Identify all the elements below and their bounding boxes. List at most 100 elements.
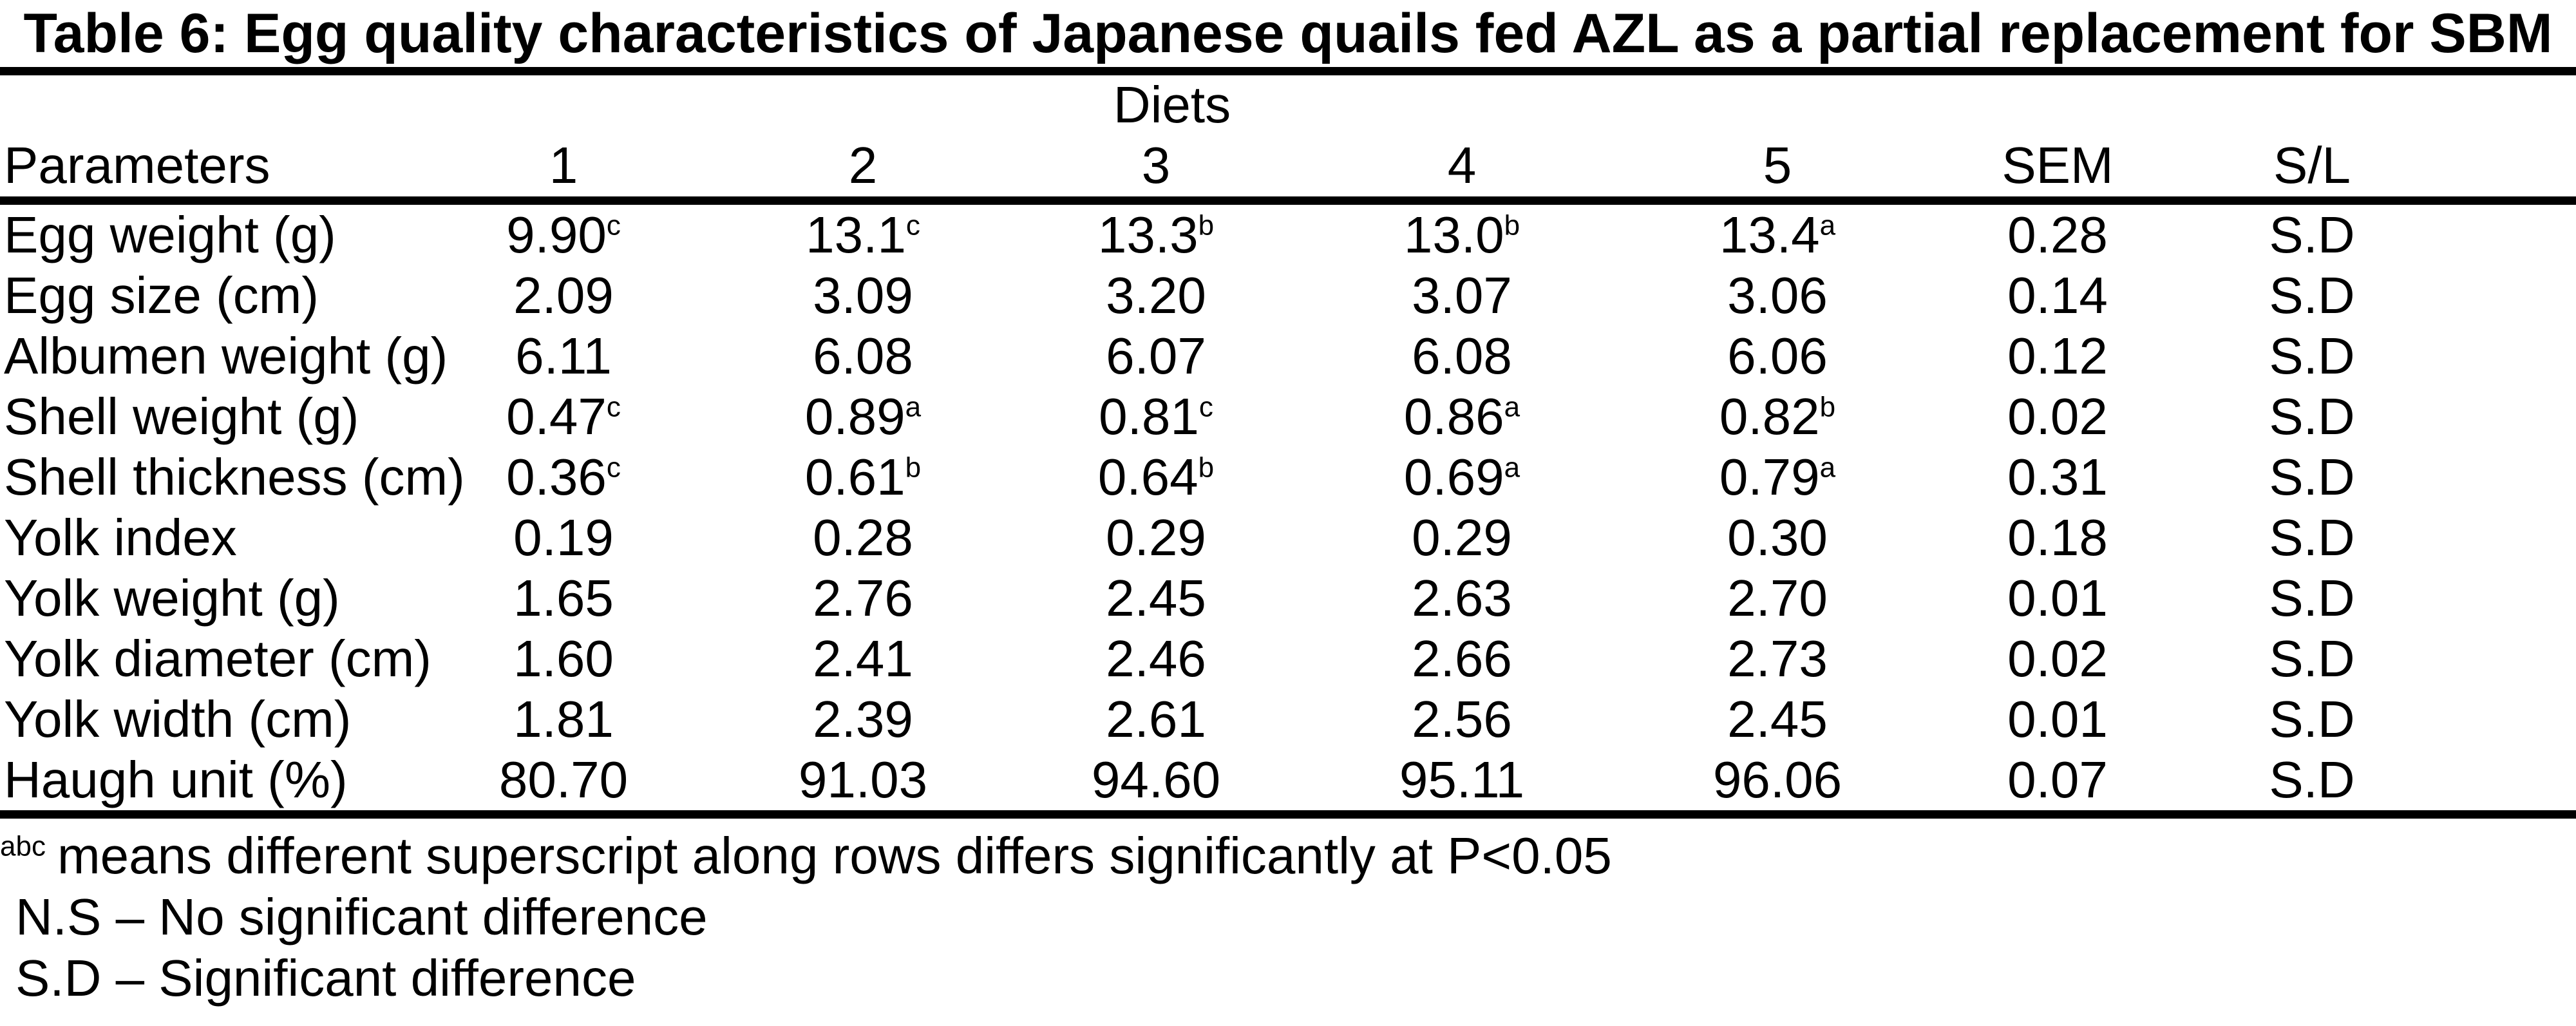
diet-2-cell: 91.03 bbox=[715, 750, 1011, 819]
cell-value: 0.14 bbox=[2007, 267, 2108, 324]
diet-4-cell: 6.08 bbox=[1301, 326, 1623, 386]
cell-value: 2.41 bbox=[813, 630, 913, 687]
diets-header-row: Diets bbox=[0, 71, 2576, 135]
significance-superscript: a bbox=[1504, 451, 1520, 484]
diet-3-cell: 6.07 bbox=[1011, 326, 1301, 386]
spacer bbox=[2441, 629, 2576, 689]
cell-value: S.D bbox=[2269, 690, 2355, 748]
sl-cell: S.D bbox=[2183, 447, 2441, 508]
sl-cell: S.D bbox=[2183, 568, 2441, 629]
cell-value: 2.45 bbox=[1727, 690, 1828, 748]
cell-value: 0.30 bbox=[1727, 509, 1828, 566]
sl-cell: S.D bbox=[2183, 386, 2441, 447]
sl-cell: S.D bbox=[2183, 689, 2441, 750]
significance-superscript: c bbox=[606, 209, 621, 242]
sem-cell: 0.07 bbox=[1932, 750, 2183, 819]
col-header-sl: S/L bbox=[2183, 135, 2441, 205]
sem-cell: 0.31 bbox=[1932, 447, 2183, 508]
sem-cell: 0.02 bbox=[1932, 629, 2183, 689]
cell-value: 2.39 bbox=[813, 690, 913, 748]
cell-value: 3.06 bbox=[1727, 267, 1828, 324]
diet-5-cell: 0.82b bbox=[1623, 386, 1932, 447]
sl-cell: S.D bbox=[2183, 508, 2441, 568]
spacer bbox=[2441, 568, 2576, 629]
cell-value: 0.82 bbox=[1719, 388, 1820, 445]
cell-value: 0.79 bbox=[1719, 448, 1820, 506]
cell-value: S.D bbox=[2269, 327, 2355, 385]
table-row: Shell thickness (cm) 0.36c 0.61b 0.64b 0… bbox=[0, 447, 2576, 508]
footnote-significance-text: means different superscript along rows d… bbox=[57, 827, 1612, 884]
cell-value: 2.63 bbox=[1412, 569, 1512, 627]
diet-2-cell: 2.76 bbox=[715, 568, 1011, 629]
table-row: Yolk diameter (cm) 1.60 2.41 2.46 2.66 2… bbox=[0, 629, 2576, 689]
parameter-label: Yolk width (cm) bbox=[4, 690, 352, 748]
footnote-significance: abc means different superscript along row… bbox=[0, 825, 2576, 886]
cell-value: 13.1 bbox=[806, 206, 906, 263]
diet-1-cell: 0.36c bbox=[412, 447, 715, 508]
cell-value: 0.01 bbox=[2007, 569, 2108, 627]
parameter-label: Egg weight (g) bbox=[4, 206, 336, 263]
cell-value: 96.06 bbox=[1712, 751, 1842, 808]
cell-value: 0.19 bbox=[513, 509, 614, 566]
parameter-label: Shell weight (g) bbox=[4, 388, 359, 445]
diet-1-cell: 0.47c bbox=[412, 386, 715, 447]
significance-superscript: b bbox=[1198, 451, 1215, 484]
diet-1-cell: 2.09 bbox=[412, 265, 715, 326]
col-header-diet-2: 2 bbox=[715, 135, 1011, 205]
table-row: Shell weight (g) 0.47c 0.89a 0.81c 0.86a… bbox=[0, 386, 2576, 447]
diet-3-cell: 13.3b bbox=[1011, 201, 1301, 266]
cell-value: 1.60 bbox=[513, 630, 614, 687]
cell-value: 2.56 bbox=[1412, 690, 1512, 748]
diet-4-cell: 13.0b bbox=[1301, 201, 1623, 266]
cell-value: 1.81 bbox=[513, 690, 614, 748]
sl-cell: S.D bbox=[2183, 750, 2441, 819]
cell-value: 0.28 bbox=[2007, 206, 2108, 263]
significance-superscript: a bbox=[1819, 209, 1836, 242]
cell-value: 2.46 bbox=[1106, 630, 1206, 687]
diet-3-cell: 0.64b bbox=[1011, 447, 1301, 508]
cell-value: 0.28 bbox=[813, 509, 913, 566]
significance-superscript: a bbox=[1504, 391, 1520, 423]
cell-value: 2.61 bbox=[1106, 690, 1206, 748]
cell-value: 0.47 bbox=[506, 388, 607, 445]
significance-superscript: b bbox=[1198, 209, 1215, 242]
cell-value: 3.09 bbox=[813, 267, 913, 324]
table-row: Egg weight (g) 9.90c 13.1c 13.3b 13.0b 1… bbox=[0, 201, 2576, 266]
cell-value: S.D bbox=[2269, 630, 2355, 687]
cell-value: S.D bbox=[2269, 751, 2355, 808]
cell-value: 0.18 bbox=[2007, 509, 2108, 566]
spacer bbox=[2441, 689, 2576, 750]
spacer bbox=[0, 71, 412, 135]
diet-1-cell: 80.70 bbox=[412, 750, 715, 819]
cell-value: S.D bbox=[2269, 206, 2355, 263]
diet-1-cell: 1.81 bbox=[412, 689, 715, 750]
diet-1-cell: 0.19 bbox=[412, 508, 715, 568]
cell-value: 2.76 bbox=[813, 569, 913, 627]
cell-value: 2.45 bbox=[1106, 569, 1206, 627]
cell-value: 6.08 bbox=[813, 327, 913, 385]
diet-2-cell: 0.61b bbox=[715, 447, 1011, 508]
diet-5-cell: 0.30 bbox=[1623, 508, 1932, 568]
parameter-label: Shell thickness (cm) bbox=[4, 448, 465, 506]
cell-value: 2.09 bbox=[513, 267, 614, 324]
diet-5-cell: 2.73 bbox=[1623, 629, 1932, 689]
sl-cell: S.D bbox=[2183, 326, 2441, 386]
diet-4-cell: 0.69a bbox=[1301, 447, 1623, 508]
diet-4-cell: 0.29 bbox=[1301, 508, 1623, 568]
cell-value: 3.07 bbox=[1412, 267, 1512, 324]
cell-value: S.D bbox=[2269, 448, 2355, 506]
diet-5-cell: 2.45 bbox=[1623, 689, 1932, 750]
cell-value: 0.29 bbox=[1412, 509, 1512, 566]
diets-group-header: Diets bbox=[1113, 76, 1231, 133]
significance-superscript: c bbox=[1198, 391, 1213, 423]
col-header-parameters: Parameters bbox=[0, 135, 412, 205]
spacer bbox=[2441, 265, 2576, 326]
parameter-label: Yolk diameter (cm) bbox=[4, 630, 431, 687]
sem-cell: 0.14 bbox=[1932, 265, 2183, 326]
cell-value: 2.66 bbox=[1412, 630, 1512, 687]
footnote-ns: N.S – No significant difference bbox=[15, 888, 708, 945]
parameter-label: Haugh unit (%) bbox=[0, 750, 412, 819]
diet-5-cell: 2.70 bbox=[1623, 568, 1932, 629]
diet-2-cell: 2.41 bbox=[715, 629, 1011, 689]
cell-value: 2.70 bbox=[1727, 569, 1828, 627]
